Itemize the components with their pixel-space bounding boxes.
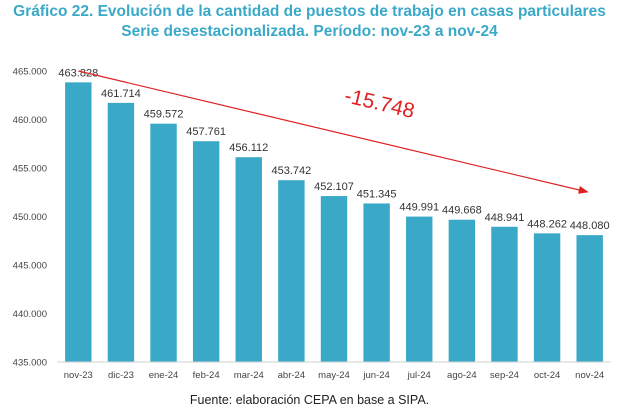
x-tick-label: ago-24: [447, 370, 477, 381]
bars: [65, 82, 603, 362]
trend-arrow: [78, 70, 589, 194]
bar-ago-24: [448, 219, 476, 362]
x-tick-label: sep-24: [490, 370, 519, 381]
value-label: 457.761: [186, 126, 226, 138]
x-axis: nov-23 dic-23 ene-24 feb-24 mar-24 abr-24 may-…: [57, 361, 611, 381]
bar-jul-24: [406, 216, 433, 362]
bar-nov-23: [65, 82, 92, 362]
bar-mar-24: [235, 157, 262, 362]
bar-oct-24: [533, 233, 561, 362]
bar-abr-24: [278, 180, 305, 362]
y-tick-label: 450.000: [13, 212, 47, 223]
x-tick-label: jun-24: [362, 370, 389, 381]
bar-nov-24: [576, 235, 603, 362]
bar-may-24: [320, 196, 348, 362]
value-label: 448.262: [527, 218, 567, 230]
x-tick-label: nov-23: [64, 370, 93, 381]
bar-dic-23: [107, 102, 135, 362]
bar-chart: 435.000 440.000 445.000 450.000 455.000 460.0…: [13, 67, 611, 381]
value-label: 448.941: [485, 212, 525, 224]
value-label: 452.107: [314, 181, 354, 193]
value-label: 456.112: [229, 142, 268, 154]
value-label: 461.714: [101, 88, 141, 100]
x-tick-label: dic-23: [108, 370, 134, 381]
x-tick-label: nov-24: [575, 370, 604, 381]
bar-sep-24: [491, 226, 518, 362]
bar-ene-24: [150, 123, 177, 362]
x-tick-label: may-24: [318, 370, 350, 381]
x-tick-label: oct-24: [534, 370, 560, 381]
source-note: Fuente: elaboración CEPA en base a SIPA.: [189, 393, 430, 407]
value-label: 448.080: [570, 220, 610, 232]
chart-title-line-1: Gráfico 22. Evolución de la cantidad de …: [13, 3, 606, 20]
y-tick-label: 460.000: [13, 115, 47, 126]
x-tick-label: mar-24: [234, 370, 264, 381]
y-tick-label: 465.000: [13, 67, 47, 78]
y-tick-label: 440.000: [13, 309, 47, 320]
chart-subtitle: Serie desestacionalizada. Período: nov-2…: [121, 23, 498, 40]
value-label: 449.991: [399, 202, 439, 214]
chart-title: Gráfico 22. Evolución de la cantidad de …: [0, 2, 619, 42]
trend-delta-label: -15.748: [342, 84, 417, 123]
bar-jun-24: [363, 203, 390, 362]
value-label: 453.742: [272, 165, 312, 177]
value-label: 451.345: [357, 188, 397, 200]
y-tick-label: 455.000: [13, 164, 47, 175]
value-label: 459.572: [144, 109, 184, 121]
value-label: 449.668: [442, 205, 482, 217]
x-tick-label: abr-24: [278, 370, 305, 381]
x-tick-label: ene-24: [149, 370, 179, 381]
bar-feb-24: [192, 141, 220, 362]
y-tick-label: 435.000: [13, 358, 47, 369]
x-tick-label: jul-24: [407, 370, 431, 381]
value-label: 463.828: [58, 67, 98, 79]
y-axis: 435.000 440.000 445.000 450.000 455.000 460.0…: [13, 67, 47, 369]
y-tick-label: 445.000: [13, 261, 47, 272]
x-tick-label: feb-24: [193, 370, 220, 381]
